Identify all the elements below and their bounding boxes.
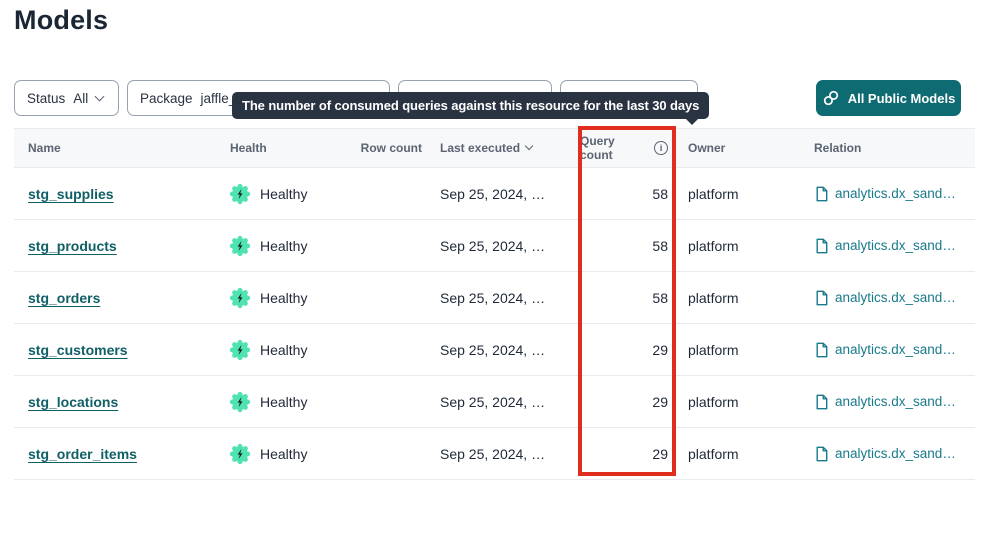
health-label: Healthy bbox=[260, 289, 308, 306]
relation-link[interactable]: analytics.dx_sand… bbox=[835, 290, 956, 305]
link-icon bbox=[822, 89, 840, 107]
table-row: stg_customers Healthy Sep 25, 2024, … 29… bbox=[14, 324, 975, 376]
healthy-badge-icon bbox=[230, 391, 250, 412]
relation-link[interactable]: analytics.dx_sand… bbox=[835, 238, 956, 253]
filter-package-label: Package bbox=[140, 90, 193, 106]
last-executed-value: Sep 25, 2024, … bbox=[440, 341, 546, 358]
query-count-value: 29 bbox=[652, 341, 668, 358]
healthy-badge-icon bbox=[230, 183, 250, 204]
column-header-row-count: Row count bbox=[360, 141, 422, 155]
tooltip-text: The number of consumed queries against t… bbox=[242, 98, 700, 113]
filter-status-value: All bbox=[73, 90, 89, 106]
healthy-badge-icon bbox=[230, 287, 250, 308]
last-executed-value: Sep 25, 2024, … bbox=[440, 445, 546, 462]
owner-value: platform bbox=[688, 341, 739, 358]
owner-value: platform bbox=[688, 289, 739, 306]
column-header-owner: Owner bbox=[688, 141, 726, 155]
query-count-tooltip: The number of consumed queries against t… bbox=[232, 92, 710, 125]
relation-link[interactable]: analytics.dx_sand… bbox=[835, 394, 956, 409]
page-title: Models bbox=[14, 5, 109, 35]
owner-value: platform bbox=[688, 237, 739, 254]
healthy-badge-icon bbox=[230, 339, 250, 360]
document-icon bbox=[814, 342, 829, 358]
query-count-value: 58 bbox=[652, 289, 668, 306]
health-label: Healthy bbox=[260, 393, 308, 410]
owner-value: platform bbox=[688, 185, 739, 202]
all-public-models-label: All Public Models bbox=[847, 90, 956, 106]
query-count-value: 29 bbox=[652, 393, 668, 410]
model-link[interactable]: stg_locations bbox=[28, 393, 119, 410]
last-executed-value: Sep 25, 2024, … bbox=[440, 185, 546, 202]
table-row: stg_supplies Healthy Sep 25, 2024, … 58 … bbox=[14, 168, 975, 220]
sort-chevron-icon bbox=[524, 141, 534, 151]
relation-link[interactable]: analytics.dx_sand… bbox=[835, 342, 956, 357]
model-link[interactable]: stg_products bbox=[28, 237, 117, 254]
model-link[interactable]: stg_orders bbox=[28, 289, 101, 306]
healthy-badge-icon bbox=[230, 443, 250, 464]
table-header-row: Name Health Row count Last executed Quer… bbox=[14, 128, 975, 168]
owner-value: platform bbox=[688, 445, 739, 462]
query-count-value: 58 bbox=[652, 237, 668, 254]
models-table: Name Health Row count Last executed Quer… bbox=[14, 128, 975, 480]
filter-package-value: jaffle_ bbox=[200, 90, 237, 106]
document-icon bbox=[814, 238, 829, 254]
last-executed-value: Sep 25, 2024, … bbox=[440, 237, 546, 254]
model-link[interactable]: stg_supplies bbox=[28, 185, 114, 202]
relation-link[interactable]: analytics.dx_sand… bbox=[835, 186, 956, 201]
filter-status-label: Status bbox=[27, 90, 66, 106]
query-count-value: 58 bbox=[652, 185, 668, 202]
table-row: stg_orders Healthy Sep 25, 2024, … 58 pl… bbox=[14, 272, 975, 324]
document-icon bbox=[814, 186, 829, 202]
table-row: stg_locations Healthy Sep 25, 2024, … 29… bbox=[14, 376, 975, 428]
document-icon bbox=[814, 290, 829, 306]
column-header-health: Health bbox=[230, 141, 267, 155]
column-header-query-count: Query count i bbox=[580, 134, 680, 162]
column-header-relation: Relation bbox=[814, 141, 862, 155]
relation-link[interactable]: analytics.dx_sand… bbox=[835, 446, 956, 461]
table-row: stg_products Healthy Sep 25, 2024, … 58 … bbox=[14, 220, 975, 272]
health-label: Healthy bbox=[260, 185, 308, 202]
health-label: Healthy bbox=[260, 341, 308, 358]
health-label: Healthy bbox=[260, 445, 308, 462]
healthy-badge-icon bbox=[230, 235, 250, 256]
owner-value: platform bbox=[688, 393, 739, 410]
info-icon[interactable]: i bbox=[654, 141, 668, 155]
model-link[interactable]: stg_customers bbox=[28, 341, 128, 358]
query-count-value: 29 bbox=[652, 445, 668, 462]
model-link[interactable]: stg_order_items bbox=[28, 445, 137, 462]
health-label: Healthy bbox=[260, 237, 308, 254]
all-public-models-button[interactable]: All Public Models bbox=[816, 80, 961, 116]
last-executed-value: Sep 25, 2024, … bbox=[440, 289, 546, 306]
chevron-down-icon bbox=[94, 91, 105, 101]
table-row: stg_order_items Healthy Sep 25, 2024, … … bbox=[14, 428, 975, 480]
column-header-name: Name bbox=[28, 141, 61, 155]
document-icon bbox=[814, 446, 829, 462]
last-executed-value: Sep 25, 2024, … bbox=[440, 393, 546, 410]
document-icon bbox=[814, 394, 829, 410]
filter-status-dropdown[interactable]: Status All bbox=[14, 80, 119, 116]
column-header-last-executed[interactable]: Last executed bbox=[440, 141, 580, 155]
